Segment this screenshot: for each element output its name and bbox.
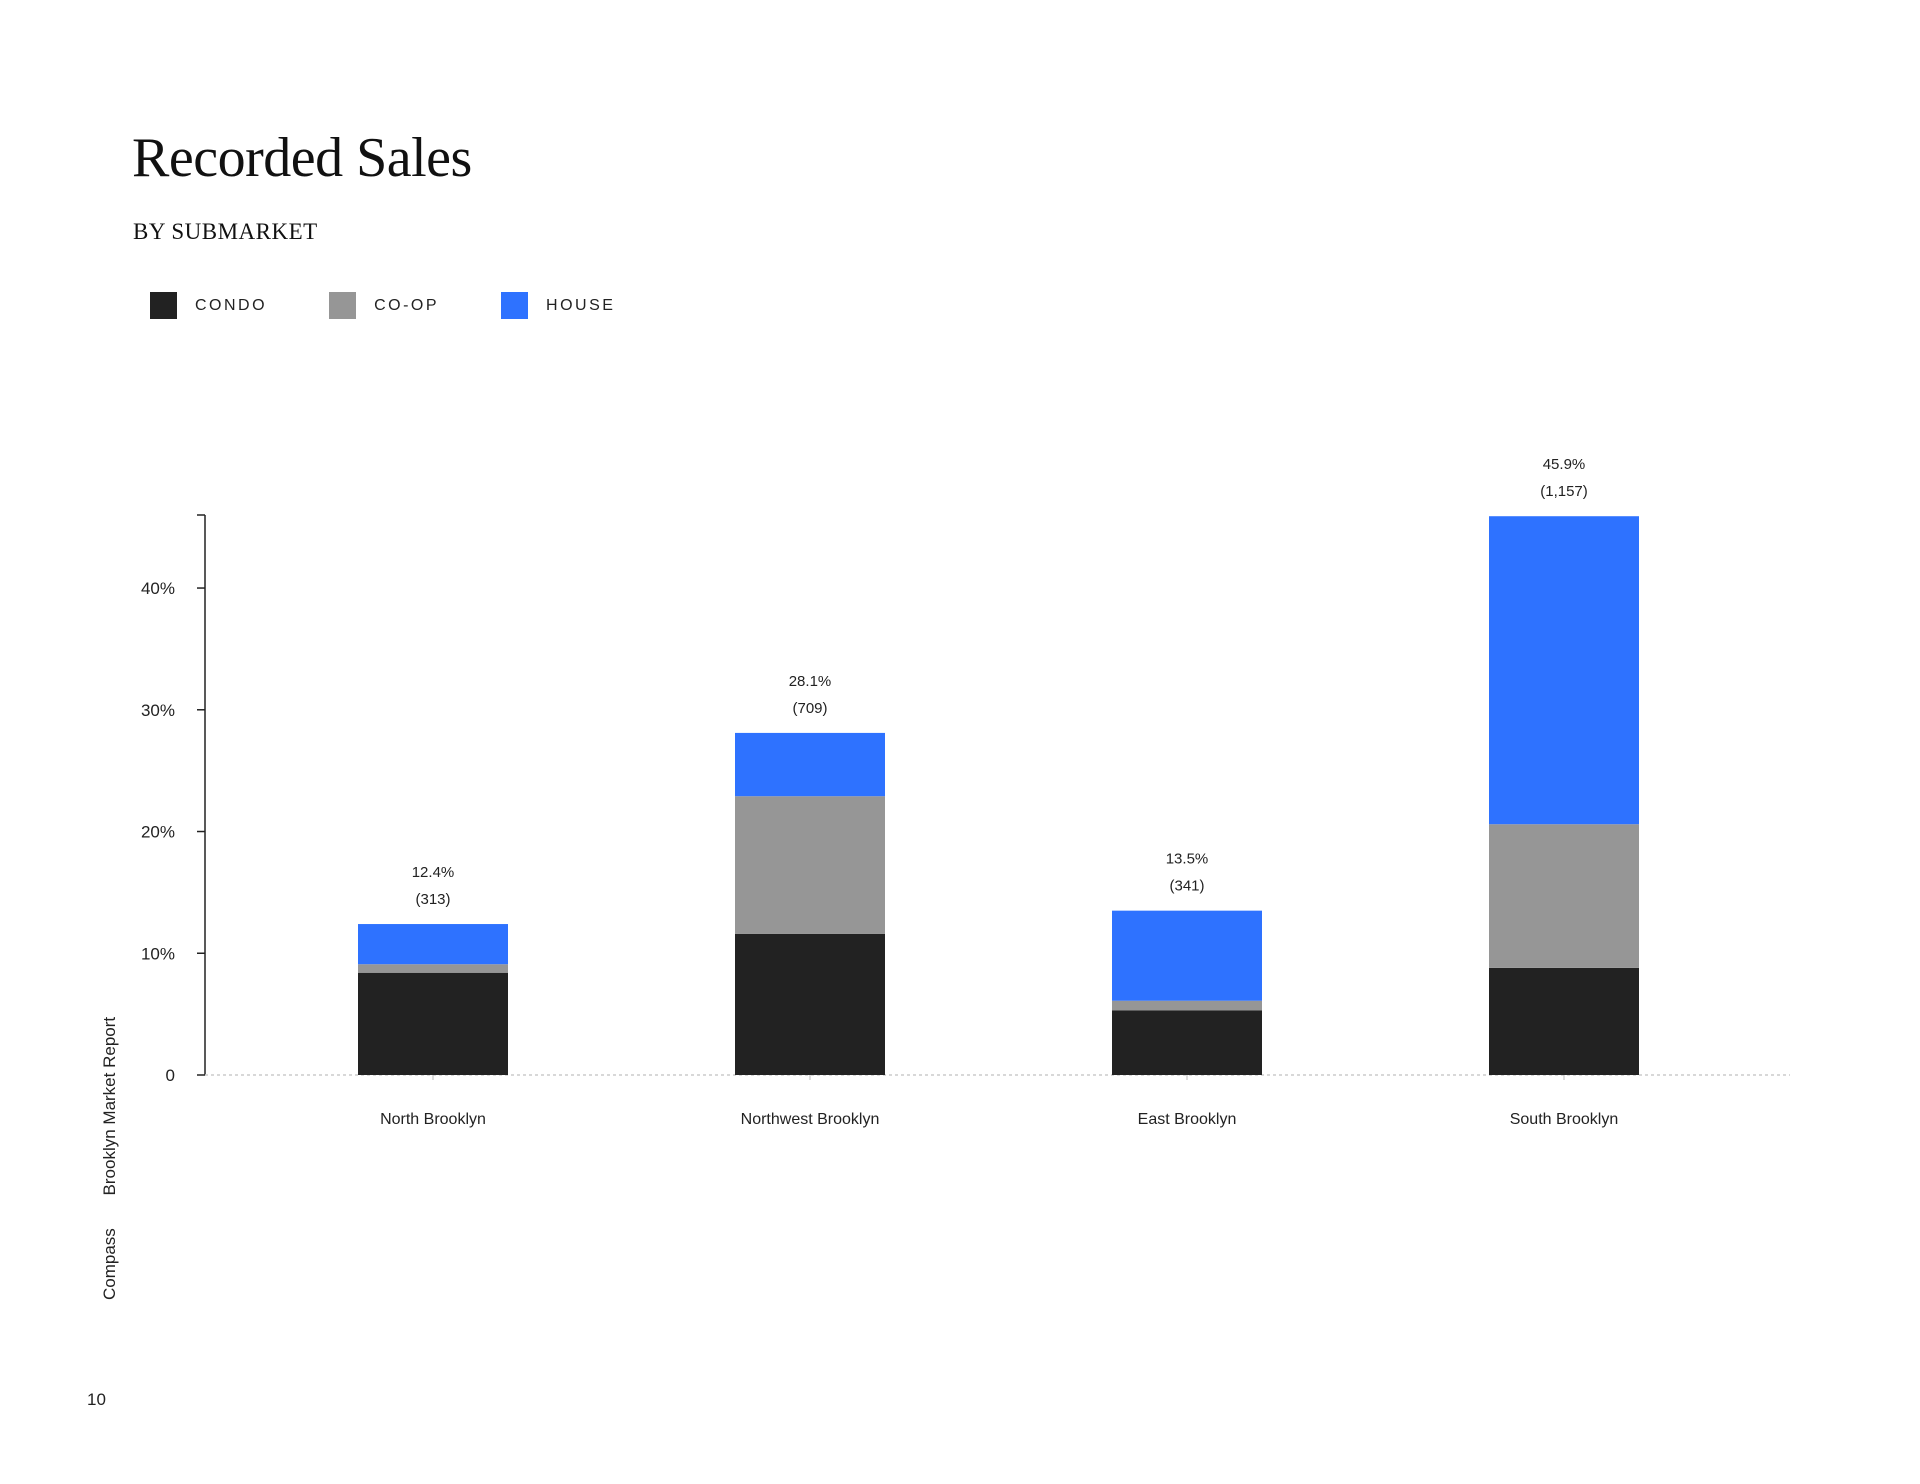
- chart-legend: CONDO CO-OP HOUSE: [150, 292, 677, 319]
- legend-swatch-condo: [150, 292, 177, 319]
- legend-label-coop: CO-OP: [374, 296, 440, 314]
- bar-segment-condo: [358, 972, 508, 1075]
- y-tick-label: 20%: [141, 823, 175, 842]
- legend-item-house: HOUSE: [501, 292, 615, 319]
- bar-segment-coop: [358, 964, 508, 973]
- legend-swatch-coop: [329, 292, 357, 319]
- bar-total-percent: 28.1%: [789, 673, 832, 690]
- bar-total-count: (1,157): [1540, 483, 1588, 500]
- y-tick-label: 40%: [141, 579, 175, 598]
- bar-total-count: (341): [1169, 878, 1204, 895]
- bar-segment-house: [1489, 516, 1639, 825]
- x-tick-label: East Brooklyn: [1138, 1111, 1237, 1128]
- page-number: 10: [87, 1390, 106, 1409]
- bar-segment-house: [1112, 910, 1262, 1001]
- y-tick-label: 0: [166, 1066, 175, 1085]
- legend-swatch-house: [501, 292, 529, 319]
- bar-segment-condo: [1489, 967, 1639, 1075]
- x-tick-label: Northwest Brooklyn: [741, 1111, 880, 1128]
- bar-segment-coop: [1489, 824, 1639, 968]
- x-tick-label: North Brooklyn: [380, 1111, 486, 1128]
- page-title: Recorded Sales: [132, 127, 472, 189]
- bar-segment-condo: [1112, 1010, 1262, 1075]
- legend-item-condo: CONDO: [150, 292, 267, 319]
- bar-segment-condo: [735, 933, 885, 1075]
- legend-label-house: HOUSE: [546, 296, 616, 314]
- page-subtitle: BY SUBMARKET: [133, 219, 318, 244]
- report-side-label: Compass Brooklyn Market Report: [100, 989, 120, 1300]
- bar-segment-house: [358, 924, 508, 965]
- y-tick-label: 10%: [141, 944, 175, 963]
- bar-total-count: (709): [792, 700, 827, 717]
- bar-segment-house: [735, 732, 885, 797]
- bar-segment-coop: [1112, 1000, 1262, 1011]
- bar-total-percent: 13.5%: [1166, 851, 1209, 868]
- bar-total-percent: 45.9%: [1543, 456, 1586, 473]
- bar-total-percent: 12.4%: [412, 864, 455, 881]
- brand-name: Compass: [100, 1228, 119, 1300]
- legend-item-coop: CO-OP: [329, 292, 439, 319]
- x-tick-label: South Brooklyn: [1510, 1111, 1619, 1128]
- y-tick-label: 30%: [141, 701, 175, 720]
- report-name: Brooklyn Market Report: [100, 1016, 119, 1196]
- bar-total-count: (313): [415, 891, 450, 908]
- legend-label-condo: CONDO: [195, 296, 268, 314]
- bar-segment-coop: [735, 796, 885, 934]
